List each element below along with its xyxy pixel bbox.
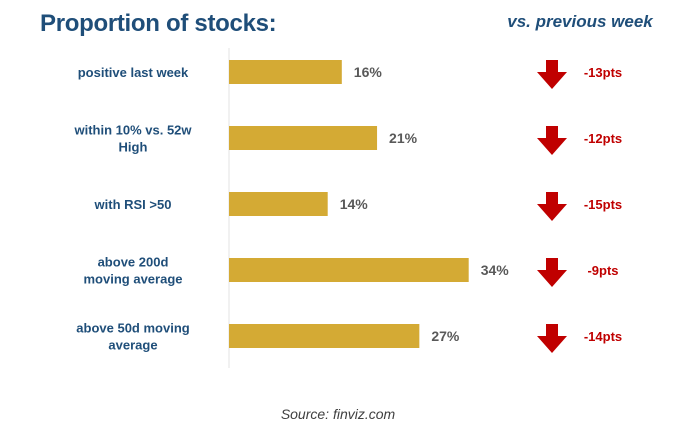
category-label-line: average	[108, 338, 157, 353]
change-label: -9pts	[587, 263, 618, 278]
down-arrow-icon	[537, 324, 567, 353]
category-label-line: positive last week	[78, 65, 189, 80]
comparison-header: vs. previous week	[507, 12, 653, 31]
category-label-line: above 50d moving	[76, 321, 189, 336]
down-arrow-icon	[537, 60, 567, 89]
down-arrow-icon	[537, 192, 567, 221]
bar-chart: positive last week 16% -13pts within 10% vs…	[73, 48, 622, 368]
category-label: above 200d moving average	[84, 255, 183, 287]
category-label: positive last week	[78, 65, 189, 80]
category-label-line: above 200d	[98, 255, 169, 270]
bar	[229, 324, 420, 348]
source-note: Source: finviz.com	[280, 406, 396, 422]
chart-title: Proportion of stocks:	[40, 10, 277, 37]
down-arrow-icon	[537, 258, 567, 287]
chart-rows: positive last week 16% -13pts within 10% vs…	[73, 60, 622, 353]
bar	[229, 258, 469, 282]
bar	[229, 126, 378, 150]
category-label-line: within 10% vs. 52w	[73, 123, 192, 138]
data-label: 14%	[340, 196, 369, 212]
change-label: -15pts	[584, 197, 622, 212]
category-label: above 50d moving average	[76, 321, 189, 353]
down-arrow-icon	[537, 126, 567, 155]
bar	[229, 60, 342, 84]
data-label: 21%	[389, 130, 418, 146]
data-label: 16%	[354, 64, 383, 80]
change-label: -14pts	[584, 329, 622, 344]
data-label: 27%	[431, 328, 460, 344]
category-label: with RSI >50	[94, 197, 172, 212]
category-label: within 10% vs. 52w High	[73, 123, 192, 155]
bar	[229, 192, 328, 216]
data-label: 34%	[481, 262, 510, 278]
change-label: -12pts	[584, 131, 622, 146]
category-label-line: High	[119, 140, 148, 155]
change-label: -13pts	[584, 65, 622, 80]
category-label-line: moving average	[84, 272, 183, 287]
category-label-line: with RSI >50	[94, 197, 172, 212]
